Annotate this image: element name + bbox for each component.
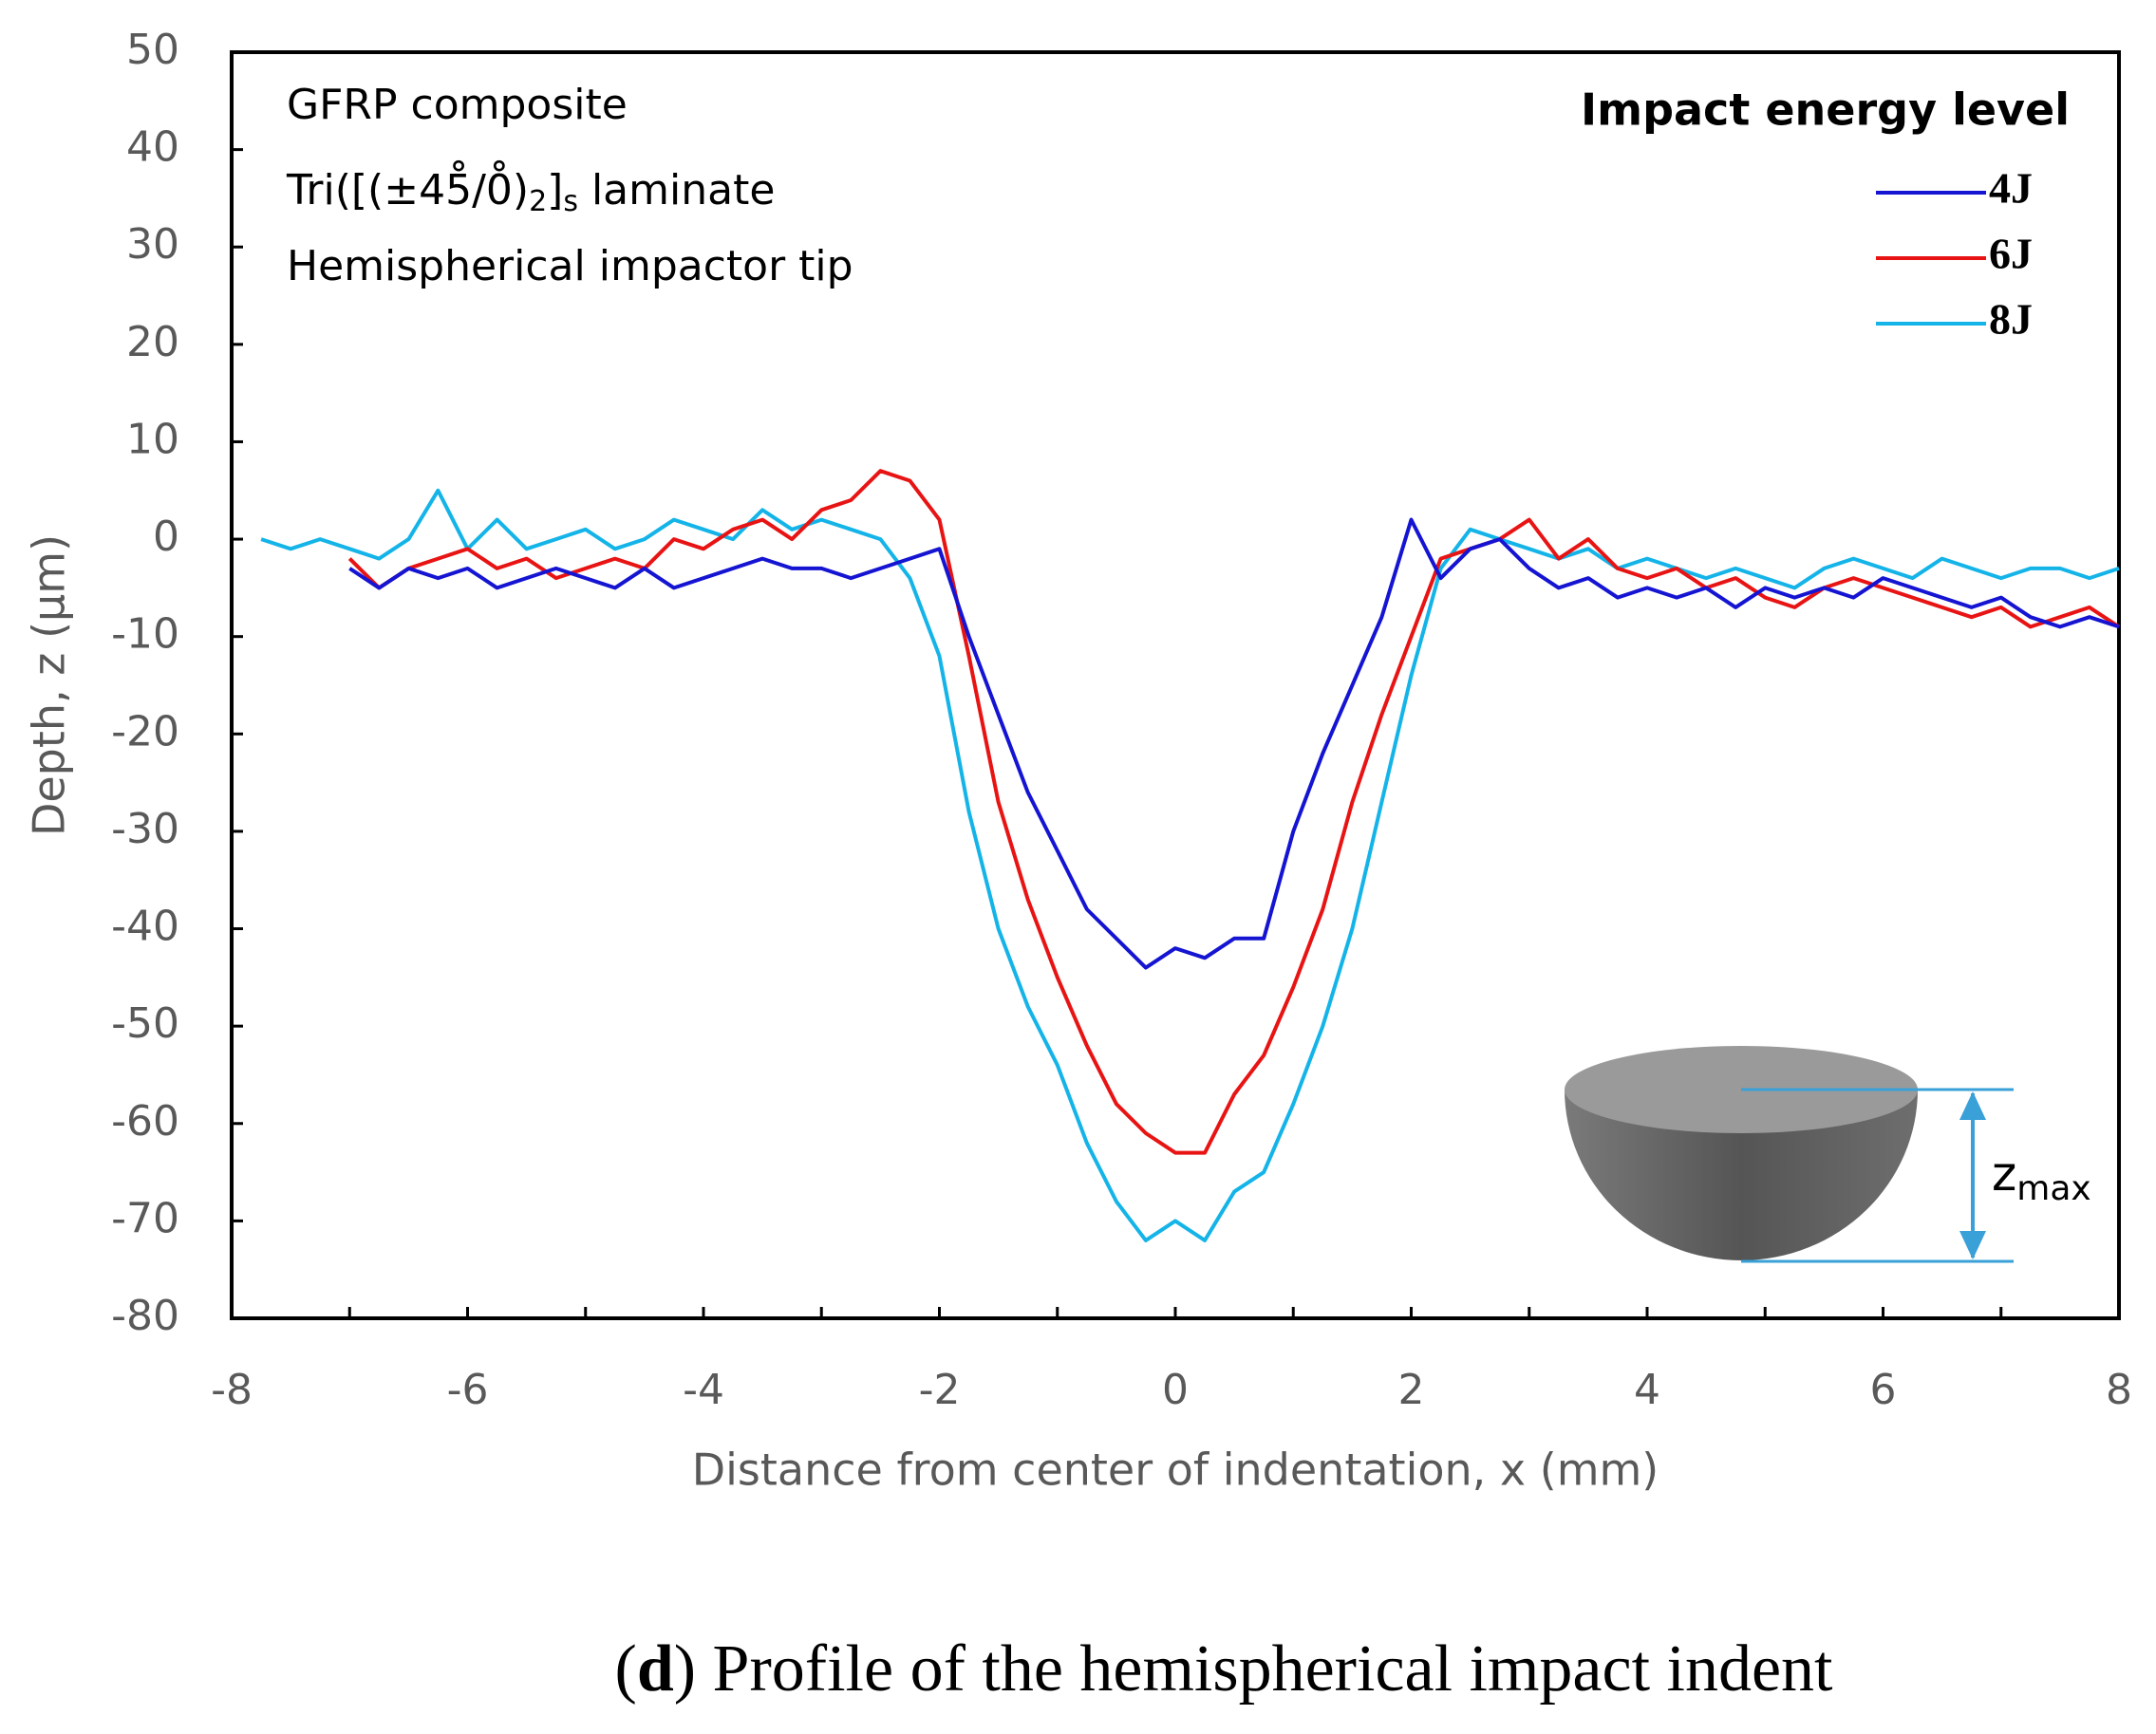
y-tick-label: 50 [126, 26, 179, 74]
x-tick-label: 0 [1162, 1366, 1189, 1414]
data-line [347, 469, 2121, 1155]
x-tick-label: -4 [683, 1366, 724, 1414]
inset-label-part: max [2016, 1169, 2090, 1208]
x-tick-label: 2 [1398, 1366, 1425, 1414]
y-tick-label: -20 [111, 707, 179, 755]
caption-part: d [637, 1632, 674, 1706]
x-tick-label: 8 [2106, 1366, 2132, 1414]
y-tick-label: 40 [126, 123, 179, 172]
y-tick-label: -10 [111, 610, 179, 659]
legend-title: Impact energy level [1581, 84, 2070, 136]
y-axis-title: Depth, z (µm) [24, 534, 75, 836]
annotation: Hemispherical impactor tip [287, 242, 853, 290]
inset-hemisphere: zmax [1565, 1046, 2091, 1263]
x-axis-title: Distance from center of indentation, x (… [692, 1445, 1659, 1496]
caption-part: ) Profile of the hemispherical impact in… [674, 1632, 1833, 1706]
annotation-part: 2 [529, 185, 547, 218]
y-tick-label: 10 [126, 415, 179, 463]
x-tick-label: -6 [447, 1366, 489, 1414]
data-line [348, 517, 2120, 970]
inset-label: zmax [1992, 1147, 2091, 1209]
annotation: Tri([(±45̊/0̊)2]s laminate [286, 159, 775, 218]
y-tick-label: 30 [126, 220, 179, 269]
annotation-part: ] [547, 166, 563, 214]
annotation: GFRP composite [287, 81, 628, 129]
annotation-part: laminate [578, 166, 775, 214]
x-tick-label: -2 [919, 1366, 961, 1414]
y-tick-label: -30 [111, 805, 179, 853]
y-tick-label: -60 [111, 1097, 179, 1146]
annotation-part: s [563, 185, 578, 218]
legend-label: 6J [1989, 230, 2033, 278]
inset-label-part: z [1992, 1147, 2016, 1202]
x-tick-label: -8 [211, 1366, 253, 1414]
y-tick-label: -70 [111, 1194, 179, 1242]
caption: (d) Profile of the hemispherical impact … [615, 1632, 1834, 1706]
x-tick-label: 6 [1870, 1366, 1897, 1414]
y-tick-label: -40 [111, 903, 179, 951]
y-tick-label: -50 [111, 999, 179, 1048]
x-tick-label: 4 [1634, 1366, 1660, 1414]
legend-label: 8J [1989, 295, 2033, 344]
y-tick-label: 20 [126, 318, 179, 366]
caption-part: ( [615, 1632, 637, 1706]
y-tick-label: -80 [111, 1292, 179, 1340]
annotation-part: Tri([(±45̊/0̊) [286, 159, 529, 214]
data-line [260, 488, 2120, 1242]
y-tick-label: 0 [153, 513, 179, 561]
bowl [1565, 1090, 1918, 1260]
legend-label: 4J [1989, 164, 2033, 213]
